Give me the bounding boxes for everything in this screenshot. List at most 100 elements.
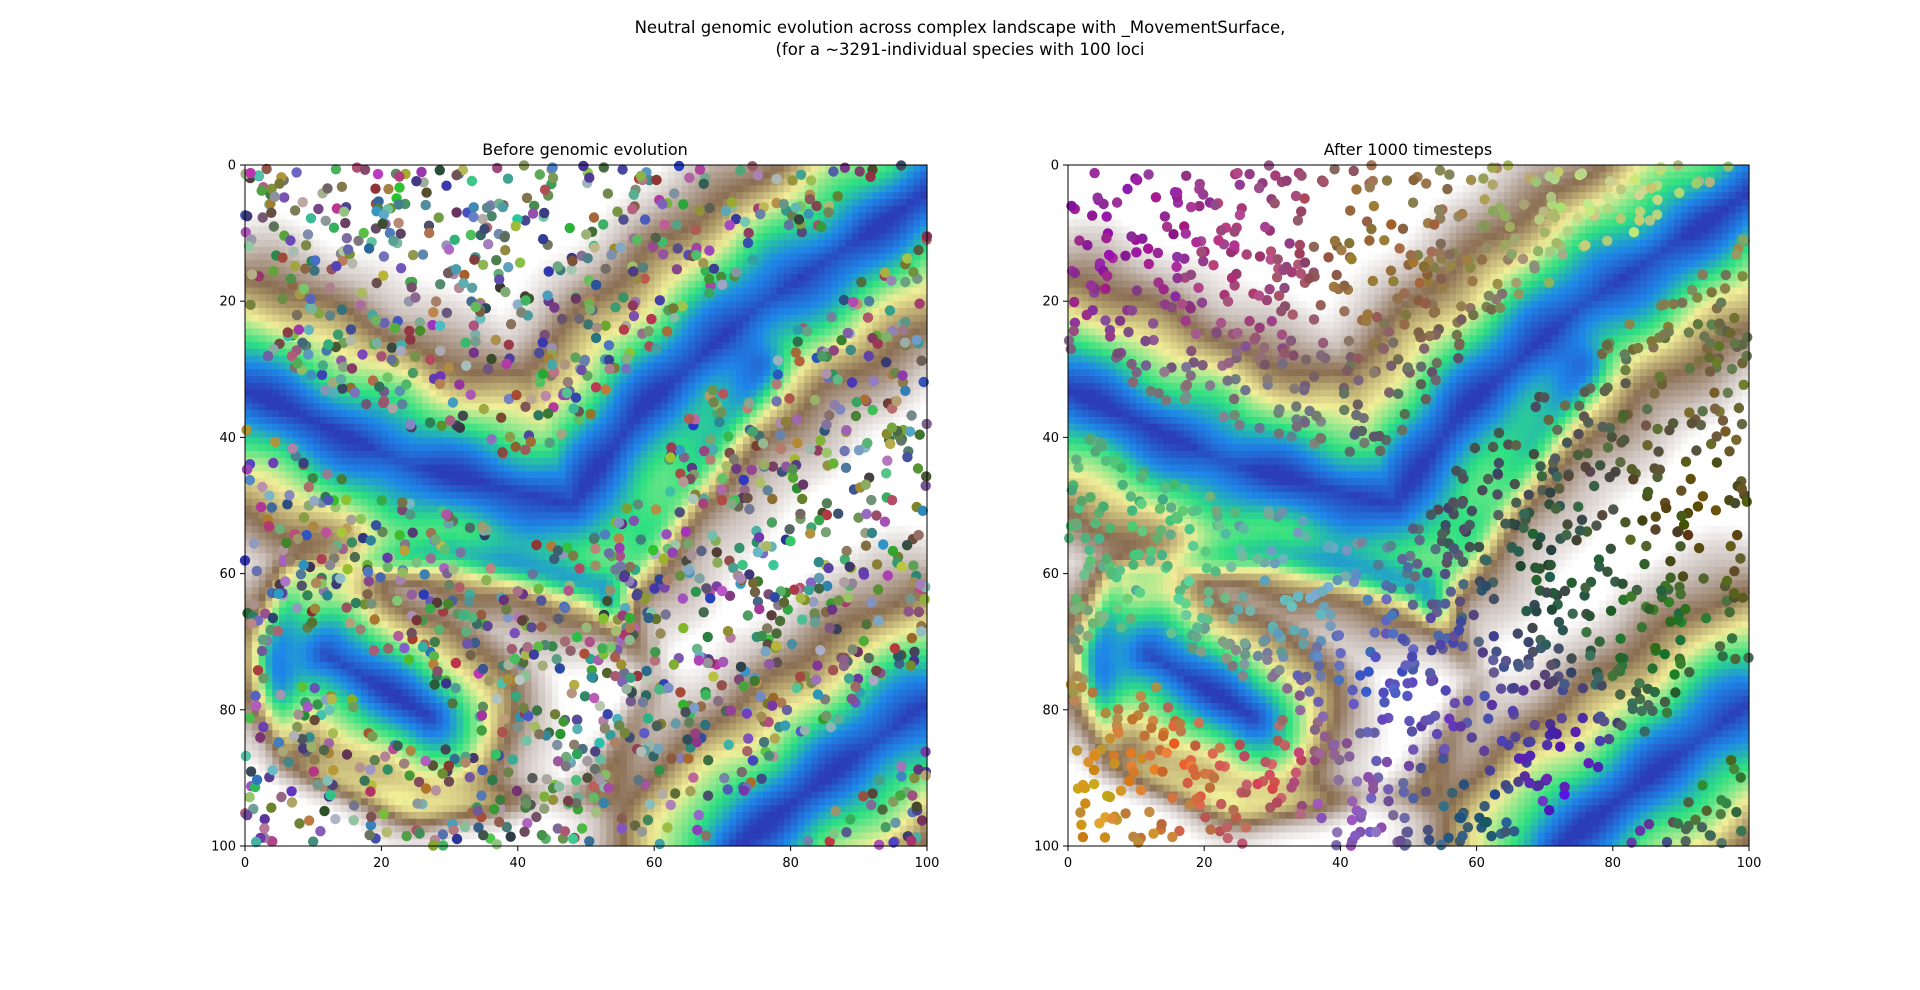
- heat-cell: [742, 369, 751, 377]
- heat-cell: [510, 430, 519, 438]
- heat-cell: [845, 451, 853, 459]
- heat-cell: [763, 498, 771, 507]
- heat-cell: [892, 348, 901, 357]
- heat-cell: [592, 369, 601, 377]
- heat-cell: [797, 348, 805, 357]
- heat-cell: [756, 267, 764, 275]
- heat-cell: [299, 348, 307, 357]
- heat-cell: [749, 342, 758, 350]
- heat-cell: [742, 389, 751, 398]
- heat-cell: [354, 355, 362, 364]
- heat-cell: [763, 294, 771, 302]
- heat-cell: [306, 396, 314, 404]
- heat-cell: [845, 491, 853, 500]
- heat-cell: [654, 444, 662, 452]
- heat-cell: [490, 280, 498, 289]
- heat-cell: [681, 178, 689, 187]
- heat-cell: [783, 260, 792, 268]
- heat-cell: [804, 287, 812, 295]
- heat-cell: [251, 369, 260, 377]
- heat-cell: [579, 192, 587, 200]
- heat-cell: [879, 396, 887, 404]
- heat-cell: [872, 246, 880, 255]
- heat-cell: [435, 273, 444, 282]
- heat-cell: [572, 233, 580, 241]
- heat-cell: [333, 280, 342, 289]
- heat-cell: [831, 246, 839, 255]
- heat-cell: [804, 416, 812, 425]
- heat-cell: [374, 410, 382, 418]
- heat-cell: [483, 416, 492, 425]
- heat-cell: [558, 491, 567, 500]
- heat-cell: [408, 485, 417, 493]
- heat-cell: [374, 416, 382, 425]
- heat-cell: [688, 451, 696, 459]
- heat-cell: [722, 226, 730, 234]
- heat-cell: [449, 498, 458, 507]
- heat-cell: [395, 335, 403, 343]
- heat-cell: [879, 260, 887, 268]
- heat-cell: [886, 294, 894, 302]
- heat-cell: [551, 205, 560, 214]
- heat-cell: [722, 253, 730, 261]
- heat-cell: [674, 437, 683, 445]
- heat-cell: [838, 355, 846, 364]
- heat-cell: [797, 471, 805, 479]
- heat-cell: [579, 485, 587, 493]
- heat-cell: [763, 416, 771, 425]
- heat-cell: [763, 389, 771, 398]
- heat-cell: [415, 410, 423, 418]
- heat-cell: [654, 464, 662, 473]
- heat-cell: [817, 376, 826, 384]
- heat-cell: [326, 416, 335, 425]
- heat-cell: [456, 314, 464, 323]
- heat-cell: [504, 410, 512, 418]
- heat-cell: [831, 205, 839, 214]
- heat-cell: [442, 457, 451, 466]
- heat-cell: [347, 280, 355, 289]
- heat-cell: [299, 376, 307, 384]
- heat-cell: [245, 280, 253, 289]
- heat-cell: [490, 396, 498, 404]
- heat-cell: [654, 376, 662, 384]
- heat-cell: [476, 362, 485, 370]
- heat-cell: [429, 260, 437, 268]
- heat-cell: [551, 478, 560, 486]
- heat-cell: [579, 239, 587, 248]
- heat-cell: [367, 444, 376, 452]
- heat-cell: [599, 485, 608, 493]
- heat-cell: [415, 233, 423, 241]
- heat-cell: [654, 491, 662, 500]
- heat-cell: [613, 471, 621, 479]
- heat-cell: [313, 342, 321, 350]
- heat-cell: [279, 410, 287, 418]
- heat-cell: [531, 444, 539, 452]
- heat-cell: [776, 239, 785, 248]
- heat-cell: [708, 335, 717, 343]
- heat-cell: [811, 308, 819, 316]
- heat-cell: [381, 362, 389, 370]
- heat-cell: [510, 498, 519, 507]
- heat-cell: [681, 491, 689, 500]
- heat-cell: [422, 485, 430, 493]
- heat-cell: [490, 342, 498, 350]
- heat-cell: [647, 335, 655, 343]
- heat-cell: [872, 416, 880, 425]
- heat-cell: [879, 192, 887, 200]
- heat-cell: [279, 355, 287, 364]
- heat-cell: [845, 396, 853, 404]
- heat-cell: [251, 239, 260, 248]
- heat-cell: [463, 199, 471, 207]
- heat-cell: [865, 451, 874, 459]
- heat-cell: [831, 199, 839, 207]
- heat-cell: [572, 273, 580, 282]
- heat-cell: [715, 239, 723, 248]
- heat-cell: [429, 403, 437, 411]
- heat-cell: [279, 389, 287, 398]
- heat-cell: [838, 491, 846, 500]
- heat-cell: [483, 294, 492, 302]
- heat-cell: [545, 199, 553, 207]
- heat-cell: [831, 355, 839, 364]
- heat-cell: [360, 321, 369, 330]
- heat-cell: [695, 199, 703, 207]
